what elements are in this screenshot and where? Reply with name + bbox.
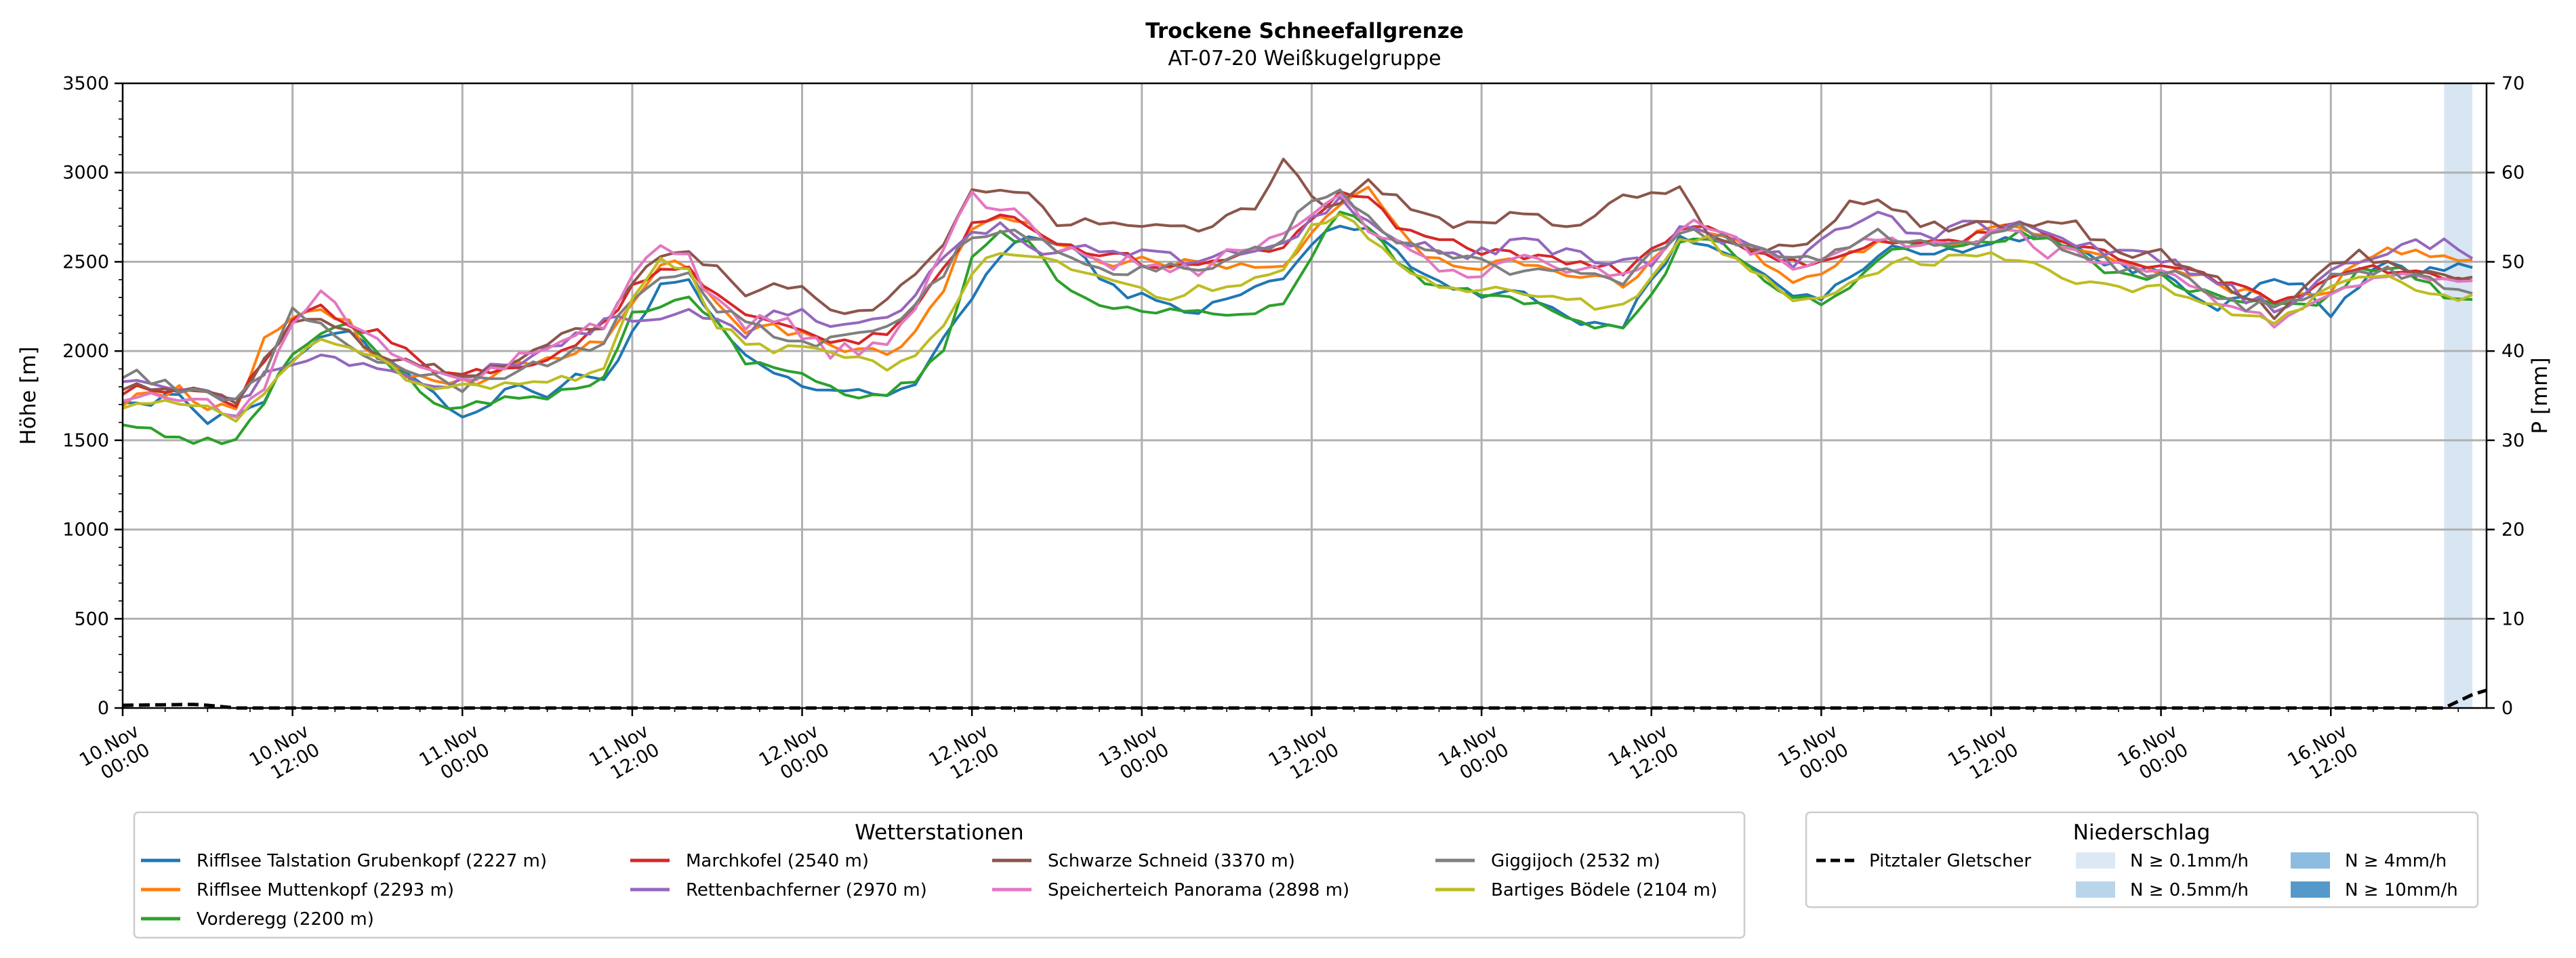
stations-legend: Wetterstationen Rifflsee Talstation Grub… <box>133 811 1746 939</box>
series-lines <box>121 157 2474 445</box>
precip-legend-patch-label: N ≥ 0.5mm/h <box>2130 880 2249 900</box>
precip-legend-patch <box>2076 852 2115 869</box>
precip-patch-entries: N ≥ 0.1mm/h N ≥ 4mm/h N ≥ 0.5mm/h N ≥ 10mm/… <box>2076 851 2458 900</box>
y-tick-label: 2000 <box>62 341 109 362</box>
series-line <box>122 190 2473 419</box>
station-legend-label: Speicherteich Panorama (2898 m) <box>1048 880 1349 900</box>
axes: 0 500 1000 1500 2000 2500 3000 3500 0 10 20 30 40 50 6… <box>62 73 2524 784</box>
y-tick-label: 1000 <box>62 520 109 541</box>
y-tick-label: 2500 <box>62 251 109 272</box>
station-legend-label: Schwarze Schneid (3370 m) <box>1048 851 1295 871</box>
y2-tick-label: 60 <box>2501 163 2524 184</box>
series-line <box>122 188 2473 402</box>
y2-tick-label: 50 <box>2501 251 2524 272</box>
precip-line <box>122 688 2487 710</box>
precip-legend-patch-label: N ≥ 0.1mm/h <box>2130 851 2249 871</box>
station-entries: Rifflsee Talstation Grubenkopf (2227 m) R… <box>141 851 1717 930</box>
chart-title: Trockene Schneefallgrenze <box>1145 19 1464 43</box>
y-tick-label: 1500 <box>62 430 109 451</box>
y2-axis-label: P [mm] <box>2528 357 2552 434</box>
y-tick-label: 3000 <box>62 163 109 184</box>
station-legend-label: Rifflsee Talstation Grubenkopf (2227 m) <box>197 851 547 871</box>
y-tick-label: 500 <box>74 608 109 629</box>
y2-tick-label: 20 <box>2501 520 2524 541</box>
chart-subtitle: AT-07-20 Weißkugelgruppe <box>1168 47 1441 70</box>
series-line <box>121 190 2473 409</box>
station-legend-label: Marchkofel (2540 m) <box>686 851 869 871</box>
precip-legend: Niederschlag Pitztaler Gletscher N ≥ 0.1… <box>1805 811 2479 909</box>
precip-legend-patch <box>2291 852 2330 869</box>
station-legend-label: Bartiges Bödele (2104 m) <box>1491 880 1717 900</box>
plot-frame <box>121 82 2488 709</box>
grid-lines <box>123 83 2487 708</box>
precip-bands <box>2444 83 2473 708</box>
y-tick-label: 3500 <box>62 73 109 94</box>
precip-legend-patch-label: N ≥ 10mm/h <box>2345 880 2458 900</box>
precip-band <box>2444 83 2473 708</box>
precip-legend-line-label: Pitztaler Gletscher <box>1869 851 2031 871</box>
series-line <box>122 157 2473 405</box>
y-axis-label: Höhe [m] <box>16 346 41 444</box>
y2-tick-label: 10 <box>2501 608 2524 629</box>
y-tick-label: 0 <box>98 698 109 719</box>
precip-legend-patch <box>2076 881 2115 898</box>
precip-legend-title: Niederschlag <box>2073 820 2211 845</box>
precip-line-layer <box>122 688 2487 710</box>
station-legend-label: Rettenbachferner (2970 m) <box>686 880 927 900</box>
station-legend-label: Rifflsee Muttenkopf (2293 m) <box>197 880 454 900</box>
stations-legend-frame <box>133 811 1746 939</box>
y2-tick-label: 40 <box>2501 341 2524 362</box>
station-legend-label: Vorderegg (2200 m) <box>197 909 374 930</box>
precip-legend-patch-label: N ≥ 4mm/h <box>2345 851 2447 871</box>
y2-tick-label: 70 <box>2501 73 2524 94</box>
series-line <box>122 213 2473 423</box>
series-line <box>122 224 2473 425</box>
precip-legend-patch <box>2291 881 2330 898</box>
stations-legend-title: Wetterstationen <box>855 820 1023 845</box>
station-legend-label: Giggijoch (2532 m) <box>1491 851 1660 871</box>
y2-tick-label: 0 <box>2501 698 2513 719</box>
series-line <box>122 196 2474 400</box>
y2-tick-label: 30 <box>2501 430 2524 451</box>
